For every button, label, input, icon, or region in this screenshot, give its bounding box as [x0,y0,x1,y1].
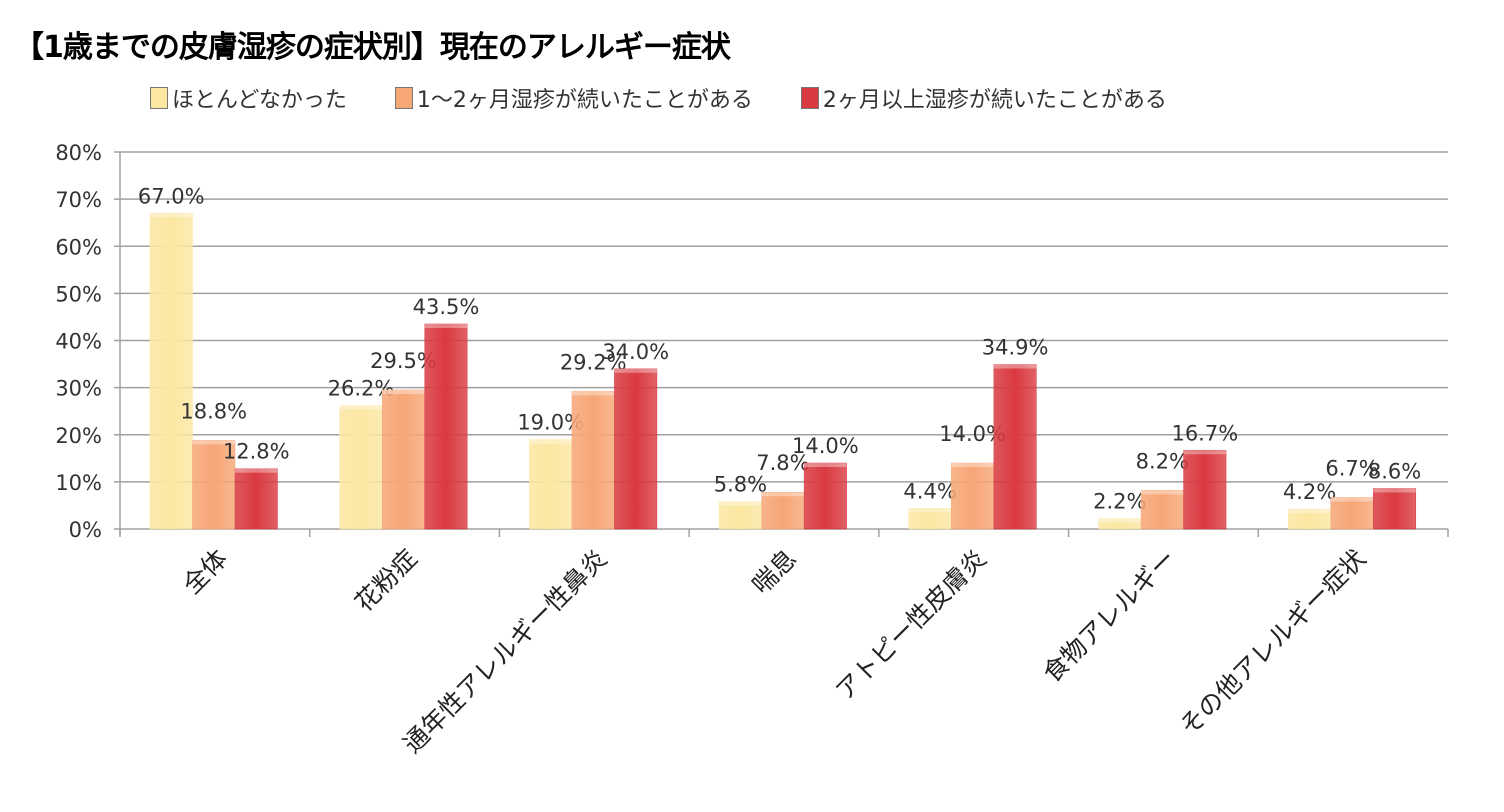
y-tick-label: 50% [55,282,102,306]
bar [571,391,615,530]
data-label: 12.8% [223,440,290,464]
x-category-label: 通年性アレルギー性鼻炎 [398,544,613,759]
bar [718,501,762,530]
data-label: 34.9% [982,336,1049,360]
y-tick-label: 0% [69,518,102,542]
legend-swatch [150,87,168,109]
bar [993,364,1037,530]
legend-label: ほとんどなかった [172,88,347,113]
bar [614,368,658,530]
bar-highlight [993,364,1037,369]
bar-highlight [1183,450,1227,455]
y-tick-label: 40% [55,330,102,354]
x-category-label: 喘息 [746,544,802,600]
data-label: 43.5% [413,295,480,319]
bar-highlight [719,501,762,506]
data-label: 6.7% [1325,456,1378,480]
bar-highlight [424,324,468,329]
bar-highlight [908,508,952,513]
x-category-label: 食物アレルギー [1037,544,1181,688]
y-tick-label: 30% [55,377,102,401]
bar-highlight [1141,490,1184,495]
legend-item: 2ヶ月以上湿疹が続いたことがある [800,82,1167,114]
legend-item: 1〜2ヶ月湿疹が続いたことがある [394,82,753,114]
data-label: 14.0% [792,434,859,458]
data-label: 16.7% [1171,421,1238,445]
x-category-label: 花粉症 [349,544,423,618]
bar-highlight [235,468,278,473]
x-category-label: アトピー性皮膚炎 [830,544,992,706]
bar [381,389,425,530]
bar [192,440,236,530]
bar-highlight [382,389,425,394]
bar [951,462,995,530]
x-category-label: その他アレルギー症状 [1174,544,1371,741]
bar [424,323,468,530]
data-label: 4.4% [903,479,956,503]
legend-label: 2ヶ月以上湿疹が続いたことがある [822,88,1167,113]
y-tick-label: 80% [55,141,102,165]
bar-highlight [1330,497,1374,502]
data-label: 4.2% [1283,480,1336,504]
bar [234,468,278,530]
legend-label: 1〜2ヶ月湿疹が続いたことがある [416,88,753,113]
bar-highlight [339,405,383,410]
bar-highlight [761,492,805,497]
bar [761,491,805,530]
bar-highlight [1098,518,1142,523]
bar [803,462,847,530]
bar-highlight [571,391,615,396]
legend-item: ほとんどなかった [150,82,347,114]
x-category-label: 全体 [177,544,233,600]
data-label: 34.0% [602,340,669,364]
bar-highlight [192,440,235,445]
bar-highlight [804,463,847,468]
y-tick-label: 60% [55,235,102,259]
data-label: 8.2% [1136,449,1189,473]
bar-highlight [951,463,994,468]
bar [1330,497,1374,530]
data-label: 67.0% [138,184,205,208]
legend: ほとんどなかった 1〜2ヶ月湿疹が続いたことがある 2ヶ月以上湿疹が続いたことが… [150,82,1167,114]
y-tick-label: 70% [55,188,102,212]
bar [339,405,383,530]
data-label: 8.6% [1368,459,1421,483]
legend-swatch [394,87,413,109]
legend-swatch [800,87,819,109]
bar [529,439,573,530]
bar [1373,488,1417,530]
data-label: 2.2% [1093,490,1146,514]
bar [149,213,193,530]
bar-highlight [529,439,572,444]
bar [1183,450,1227,530]
data-label: 7.8% [756,451,809,475]
bar-highlight [614,368,657,373]
bar [1140,490,1184,530]
bar-highlight [1288,509,1331,514]
data-label: 5.8% [714,473,767,497]
bar-highlight [150,213,193,218]
data-label: 18.8% [180,399,247,423]
bar-highlight [1373,488,1416,493]
y-tick-label: 10% [55,471,102,495]
y-tick-label: 20% [55,424,102,448]
chart-title: 【1歳までの皮膚湿疹の症状別】現在のアレルギー症状 [14,30,731,65]
